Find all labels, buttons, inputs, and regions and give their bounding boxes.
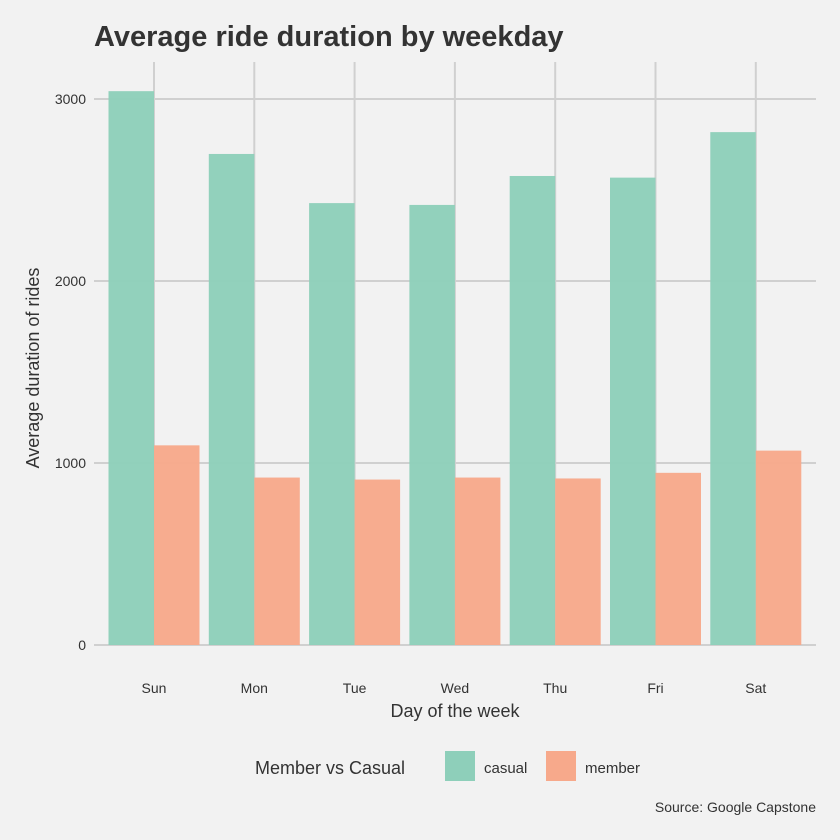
bar-casual-tue [309, 203, 355, 645]
bar-member-thu [555, 478, 601, 645]
bar-member-mon [254, 477, 300, 645]
bar-casual-wed [409, 204, 455, 645]
x-tick-label: Tue [343, 680, 367, 696]
chart-caption: Source: Google Capstone [655, 799, 816, 815]
x-tick-label: Wed [441, 680, 470, 696]
bar-member-tue [354, 479, 401, 645]
legend: Member vs Casual casual member [255, 751, 640, 781]
legend-title: Member vs Casual [255, 758, 405, 778]
x-axis-title: Day of the week [390, 701, 520, 721]
legend-label-member: member [585, 760, 640, 777]
x-tick-label: Sat [745, 680, 766, 696]
bar-casual-sun [108, 91, 154, 645]
bar-member-wed [454, 477, 501, 645]
bar-member-fri [655, 472, 701, 645]
x-tick-label: Mon [241, 680, 268, 696]
legend-swatch-member [546, 751, 576, 781]
bar-casual-thu [509, 175, 556, 645]
y-tick-labels: 0 1000 2000 3000 [55, 91, 86, 653]
x-tick-labels: Sun Mon Tue Wed Thu Fri Sat [142, 680, 767, 696]
y-axis-title: Average duration of rides [23, 268, 43, 469]
y-tick-label: 3000 [55, 91, 86, 107]
x-tick-label: Thu [543, 680, 567, 696]
bar-casual-sat [710, 132, 756, 645]
x-tick-label: Sun [142, 680, 167, 696]
x-tick-label: Fri [647, 680, 663, 696]
legend-label-casual: casual [484, 760, 527, 777]
bar-casual-mon [208, 153, 255, 646]
bar-member-sat [755, 450, 802, 645]
bar-casual-fri [610, 177, 656, 645]
bars [108, 91, 802, 646]
y-tick-label: 0 [78, 637, 86, 653]
legend-swatch-casual [445, 751, 475, 781]
bar-member-sun [154, 445, 200, 645]
chart-title: Average ride duration by weekday [94, 21, 564, 53]
y-tick-label: 2000 [55, 273, 86, 289]
y-tick-label: 1000 [55, 455, 86, 471]
